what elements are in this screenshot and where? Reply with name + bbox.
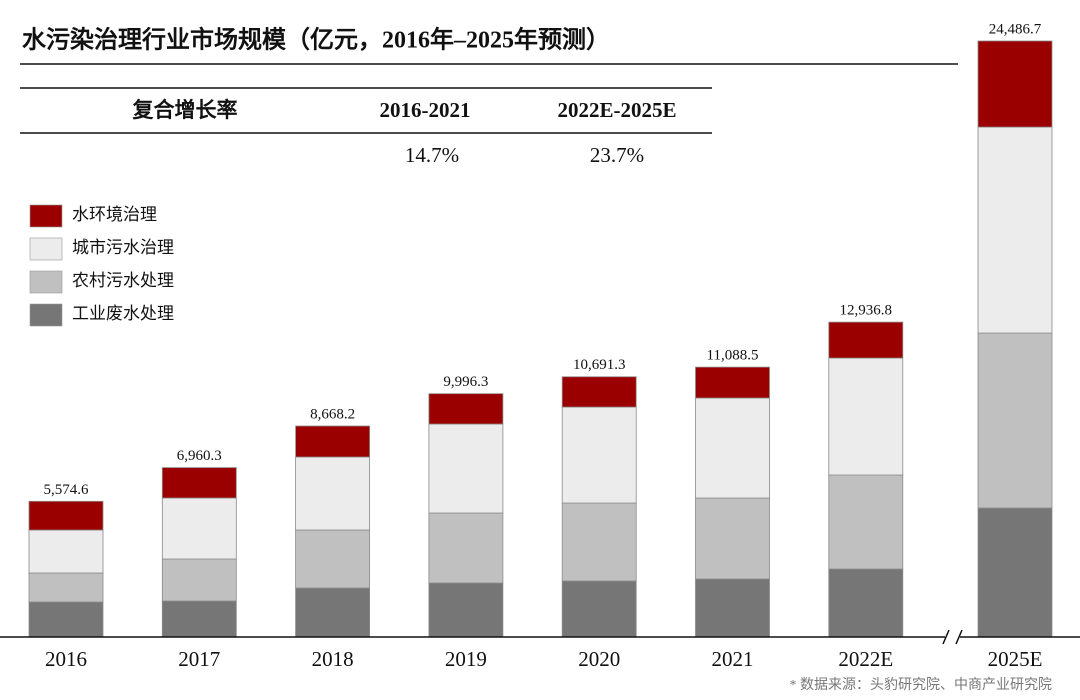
bar-segment (28, 500, 104, 531)
legend-swatch (29, 204, 63, 228)
bar-segment (977, 332, 1053, 509)
legend-swatch (29, 237, 63, 261)
bar-segment (161, 600, 237, 638)
total-label: 9,996.3 (443, 374, 488, 390)
x-tick-label: 2016 (45, 647, 87, 671)
x-tick-label: 2019 (445, 647, 487, 671)
table-header: 复合增长率 (132, 98, 238, 122)
total-label: 8,668.2 (310, 406, 355, 422)
legend-label: 农村污水处理 (72, 271, 174, 290)
bar-segment (977, 507, 1053, 638)
total-label: 10,691.3 (573, 357, 626, 373)
x-tick-label: 2020 (578, 647, 620, 671)
axis-break (955, 629, 963, 645)
bar-segment (28, 601, 104, 638)
bar-segment (295, 425, 371, 458)
bar-segment (695, 497, 770, 580)
x-tick-label: 2017 (178, 647, 220, 671)
legend-label: 水环境治理 (72, 205, 157, 224)
legend-label: 工业废水处理 (72, 304, 174, 323)
bar-segment (561, 376, 637, 408)
bar-segment (161, 558, 237, 602)
bar-segment (828, 474, 904, 570)
table-value: 23.7% (590, 143, 644, 167)
bar-segment (977, 126, 1053, 334)
table-header: 2016-2021 (380, 98, 471, 122)
axis-break (942, 629, 950, 645)
table-header: 2022E-2025E (557, 98, 676, 122)
bar-segment (977, 40, 1053, 128)
bar-segment (561, 580, 637, 638)
bar-segment (428, 582, 504, 638)
bar-segment (295, 529, 371, 589)
total-label: 11,088.5 (707, 348, 759, 364)
total-label: 12,936.8 (840, 303, 893, 319)
legend-label: 城市污水治理 (72, 238, 174, 257)
bar-segment (295, 456, 371, 531)
bar-segment (28, 529, 104, 574)
bar-segment (428, 393, 504, 425)
bar-segment (428, 512, 504, 584)
legend-swatch (29, 303, 63, 327)
bar-segment (828, 357, 904, 476)
chart-title: 水污染治理行业市场规模（亿元，2016年–2025年预测） (22, 26, 610, 54)
bar-segment (828, 321, 904, 359)
bar-segment (161, 467, 237, 499)
x-tick-label: 2018 (312, 647, 354, 671)
table-value: 14.7% (405, 143, 459, 167)
total-label: 5,574.6 (44, 482, 90, 498)
bar-segment (295, 587, 371, 638)
bar-segment (561, 406, 637, 504)
bar-segment (561, 502, 637, 582)
bar-segment (428, 423, 504, 514)
bar-segment (828, 568, 904, 638)
x-tick-label: 2022E (838, 647, 893, 671)
bar-segment (161, 497, 237, 560)
total-label: 24,486.7 (989, 21, 1042, 37)
bar-segment (28, 572, 104, 603)
bar-segment (695, 578, 770, 638)
legend-swatch (29, 270, 63, 294)
x-tick-label: 2021 (712, 647, 754, 671)
source-note: * 数据来源：头豹研究院、中商产业研究院 (790, 677, 1053, 693)
bar-segment (695, 397, 770, 499)
x-tick-label: 2025E (988, 647, 1043, 671)
bar-segment (695, 366, 770, 399)
total-label: 6,960.3 (177, 448, 222, 464)
